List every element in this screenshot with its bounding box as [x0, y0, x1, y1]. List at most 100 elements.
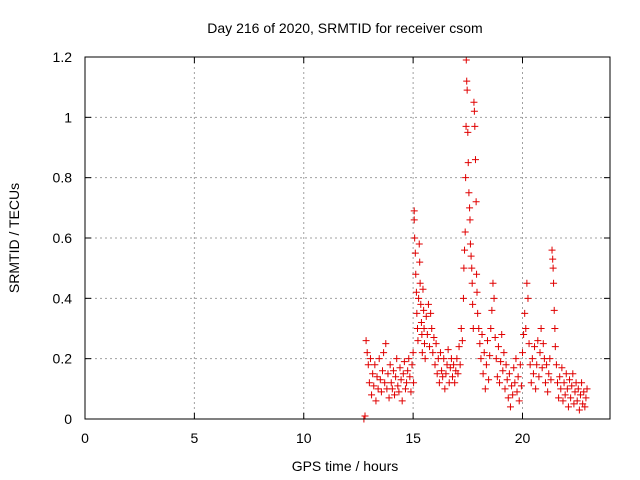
data-point [497, 358, 505, 366]
data-point [480, 349, 488, 357]
y-tick-label: 0.8 [53, 170, 73, 186]
data-point [412, 270, 420, 278]
data-point [537, 325, 545, 332]
data-point [556, 373, 564, 381]
data-point [416, 279, 424, 287]
data-point [465, 189, 473, 197]
data-point [380, 349, 388, 357]
data-point [503, 376, 511, 384]
data-point [457, 325, 465, 332]
data-point [526, 361, 534, 369]
data-point [458, 337, 466, 345]
data-point [395, 388, 403, 396]
data-point [529, 370, 537, 378]
data-point [582, 394, 590, 402]
data-point [536, 349, 544, 357]
data-point [415, 294, 423, 302]
data-point [513, 388, 521, 396]
data-point [583, 385, 591, 393]
data-point [520, 331, 528, 339]
data-point [564, 403, 572, 411]
data-point [392, 373, 400, 381]
data-point [470, 98, 478, 106]
data-point [549, 255, 557, 263]
data-point [396, 364, 404, 372]
data-point [468, 279, 476, 287]
x-tick-label: 0 [81, 430, 89, 446]
data-point [469, 300, 477, 308]
data-point [506, 403, 514, 411]
data-point [516, 361, 524, 369]
data-point [538, 364, 546, 372]
data-point [551, 325, 559, 332]
data-point [522, 325, 530, 332]
data-point [415, 240, 423, 248]
data-point [502, 361, 510, 369]
data-point [377, 388, 385, 396]
data-point [528, 355, 536, 363]
data-point [362, 337, 370, 345]
data-point [479, 370, 487, 378]
data-point [575, 406, 583, 414]
data-point [576, 391, 584, 399]
y-tick-label: 0.2 [53, 351, 73, 367]
data-point [496, 379, 504, 387]
data-point [461, 246, 469, 254]
data-point [510, 364, 518, 372]
data-point [535, 373, 543, 381]
data-point [468, 264, 476, 272]
data-point [416, 258, 424, 266]
data-point [409, 349, 417, 357]
y-tick-label: 0.6 [53, 230, 73, 246]
data-point [424, 300, 432, 308]
data-point [373, 373, 381, 381]
data-point [422, 312, 430, 320]
data-point [364, 361, 372, 369]
data-point [521, 309, 529, 317]
data-point [532, 385, 540, 393]
data-point [417, 300, 425, 308]
x-tick-label: 10 [296, 430, 312, 446]
data-point [441, 385, 449, 393]
data-point [453, 355, 461, 363]
data-point [388, 385, 396, 393]
data-point [372, 397, 380, 405]
data-point [394, 382, 402, 390]
data-point [567, 394, 575, 402]
data-point [524, 294, 532, 302]
data-point [484, 337, 491, 345]
data-point [539, 340, 547, 348]
data-point [405, 355, 413, 363]
data-point [504, 394, 512, 402]
data-point [462, 56, 470, 64]
data-point [401, 385, 409, 393]
data-point [482, 361, 490, 369]
data-point [398, 397, 406, 405]
data-point [439, 373, 447, 381]
data-point [563, 385, 571, 393]
data-point [429, 349, 437, 357]
y-tick-label: 0 [64, 411, 72, 427]
data-point [578, 379, 586, 387]
data-point [551, 343, 559, 351]
data-point [410, 379, 418, 387]
data-point [501, 385, 509, 393]
data-point [384, 370, 392, 378]
data-point [560, 379, 568, 387]
data-point [492, 355, 500, 363]
data-point [428, 325, 436, 332]
data-point [550, 279, 558, 287]
data-point [581, 403, 589, 411]
data-point [410, 207, 418, 215]
data-point [443, 361, 451, 369]
data-point [505, 370, 513, 378]
data-point [442, 370, 450, 378]
y-axis-title: SRMTID / TECUs [6, 183, 22, 293]
data-point [420, 306, 428, 314]
data-point [546, 355, 554, 363]
data-point [527, 379, 535, 387]
data-point [361, 412, 369, 420]
data-point [374, 385, 382, 393]
data-point [475, 325, 483, 332]
